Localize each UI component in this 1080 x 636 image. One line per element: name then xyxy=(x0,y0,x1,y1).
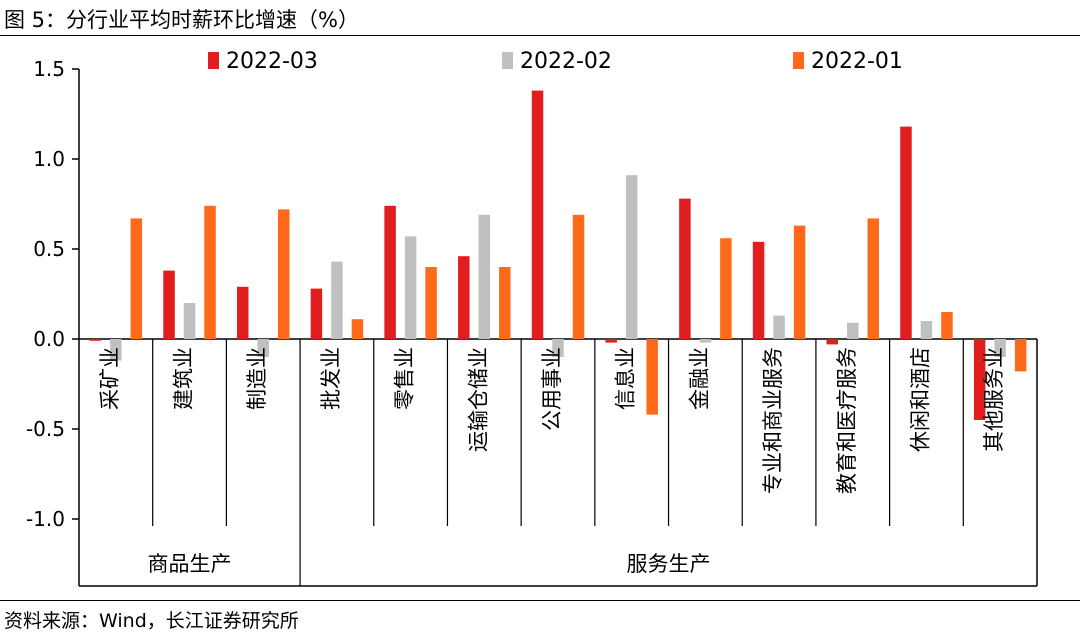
legend-label-2022-01: 2022-01 xyxy=(811,49,903,74)
bar-2022-03-6 xyxy=(531,90,544,339)
source-divider xyxy=(0,600,1080,601)
bar-2022-01-5 xyxy=(499,267,511,339)
bar-2022-03-12 xyxy=(973,339,986,420)
bar-2022-03-0 xyxy=(89,339,102,341)
bar-2022-03-8 xyxy=(679,198,691,339)
category-label: 金融业 xyxy=(687,347,711,410)
bar-2022-01-4 xyxy=(425,267,437,339)
y-tick-label: 0.0 xyxy=(33,327,65,351)
category-label: 公用事业 xyxy=(540,347,564,431)
bar-2022-02-11 xyxy=(920,321,933,339)
chart-title: 图 5：分行业平均时薪环比增速（%） xyxy=(4,8,359,32)
bar-2022-03-1 xyxy=(163,270,175,339)
legend-label-2022-02: 2022-02 xyxy=(520,49,612,74)
bar-2022-03-4 xyxy=(384,205,396,339)
category-label: 零售业 xyxy=(393,347,417,410)
legend-label-2022-03: 2022-03 xyxy=(226,49,318,74)
bar-2022-02-10 xyxy=(847,322,859,339)
y-tick-label: 1.5 xyxy=(33,57,65,81)
category-label: 其他服务业 xyxy=(982,347,1006,452)
bar-2022-02-3 xyxy=(331,261,343,339)
group-label: 服务生产 xyxy=(627,552,711,576)
bar-2022-01-0 xyxy=(130,218,143,339)
bar-2022-01-1 xyxy=(204,205,216,339)
bar-2022-02-1 xyxy=(183,303,196,339)
bar-2022-03-5 xyxy=(458,256,470,339)
category-label: 休闲和酒店 xyxy=(908,347,932,452)
category-label: 专业和商业服务 xyxy=(761,347,785,494)
bar-2022-02-2 xyxy=(257,339,269,357)
bar-2022-02-12 xyxy=(994,339,1006,357)
category-label: 信息业 xyxy=(614,347,638,410)
category-label: 制造业 xyxy=(245,347,269,410)
category-label: 运输仓储业 xyxy=(466,347,490,452)
bar-2022-03-2 xyxy=(236,286,249,339)
bar-2022-02-7 xyxy=(625,175,638,339)
bar-2022-01-2 xyxy=(277,209,290,339)
bar-2022-01-12 xyxy=(1014,339,1027,372)
source-note: 资料来源：Wind，长江证券研究所 xyxy=(4,610,299,632)
axes-layer xyxy=(72,68,1038,587)
bar-2022-03-11 xyxy=(900,126,912,339)
bar-2022-02-5 xyxy=(478,214,491,339)
bar-2022-02-8 xyxy=(699,339,712,343)
y-tick-label: -0.5 xyxy=(26,417,65,441)
bar-2022-01-10 xyxy=(867,218,880,339)
bars-layer xyxy=(89,90,1027,420)
legend-swatch-2022-03 xyxy=(208,52,219,69)
bar-2022-01-9 xyxy=(793,225,806,339)
category-label: 批发业 xyxy=(319,347,343,410)
group-label: 商品生产 xyxy=(148,552,232,576)
legend: 2022-03 2022-02 2022-01 xyxy=(208,49,903,74)
bar-2022-02-4 xyxy=(404,236,417,339)
bar-2022-03-7 xyxy=(605,339,617,343)
bar-2022-01-7 xyxy=(646,339,658,415)
y-tick-label: -1.0 xyxy=(26,507,65,531)
category-label: 建筑业 xyxy=(172,347,196,410)
bar-2022-03-10 xyxy=(826,339,839,345)
legend-swatch-2022-02 xyxy=(502,52,513,69)
bar-2022-02-0 xyxy=(110,339,122,361)
bar-2022-03-3 xyxy=(310,288,323,339)
title-divider xyxy=(0,35,1080,36)
bar-2022-03-9 xyxy=(752,241,765,339)
labels-layer: 1.5 1.0 0.5 0.0 -0.5 -1.0 采矿业 建筑业 制造业 批发业 零售业 运输仓储业… xyxy=(26,57,1006,576)
category-label: 教育和医疗服务 xyxy=(835,347,859,494)
bar-2022-02-6 xyxy=(552,339,564,357)
y-tick-label: 1.0 xyxy=(33,147,65,171)
bar-2022-02-9 xyxy=(773,315,785,339)
y-tick-label: 0.5 xyxy=(33,237,65,261)
bar-chart: 1.5 1.0 0.5 0.0 -0.5 -1.0 采矿业 建筑业 制造业 批发业 零售业 运输仓储业… xyxy=(26,49,1038,587)
bar-2022-01-6 xyxy=(572,214,585,339)
category-label: 采矿业 xyxy=(98,347,122,410)
bar-2022-01-3 xyxy=(351,319,364,339)
bar-2022-01-11 xyxy=(941,312,953,339)
legend-swatch-2022-01 xyxy=(793,52,804,69)
bar-2022-01-8 xyxy=(720,238,732,339)
